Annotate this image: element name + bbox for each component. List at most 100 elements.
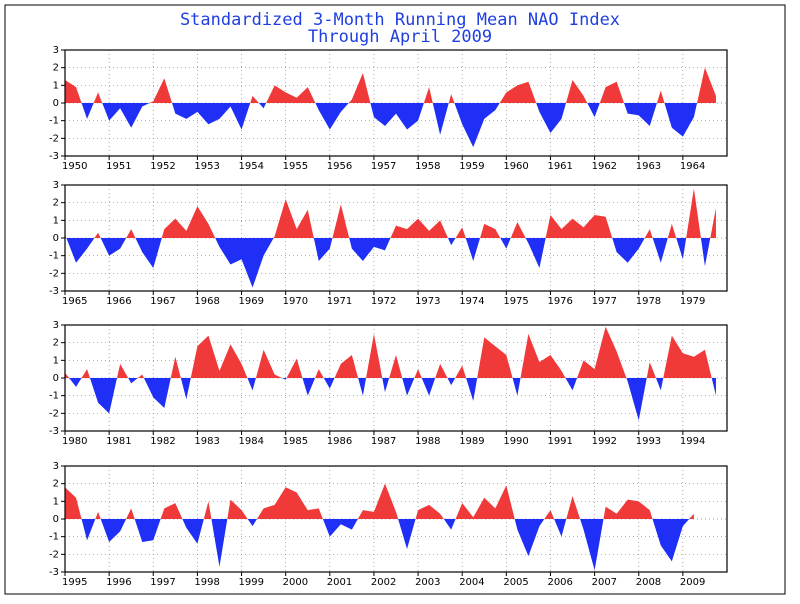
y-tick-label: 3 bbox=[53, 45, 59, 56]
x-tick-label: 1957 bbox=[371, 161, 396, 172]
positive-area bbox=[65, 483, 694, 519]
x-tick-label: 1974 bbox=[459, 296, 484, 307]
x-tick-label: 1991 bbox=[547, 436, 572, 447]
x-tick-label: 1981 bbox=[106, 436, 131, 447]
x-tick-label: 1950 bbox=[62, 161, 87, 172]
x-tick-label: 1996 bbox=[106, 577, 131, 588]
x-tick-label: 2001 bbox=[327, 577, 352, 588]
y-tick-label: -1 bbox=[49, 251, 59, 262]
y-tick-label: 3 bbox=[53, 461, 59, 472]
x-tick-label: 1958 bbox=[415, 161, 440, 172]
y-tick-label: 2 bbox=[53, 198, 59, 209]
plot-frame bbox=[64, 184, 728, 292]
x-tick-label: 1965 bbox=[62, 296, 87, 307]
y-tick-label: 3 bbox=[53, 320, 59, 331]
y-tick-label: -2 bbox=[49, 133, 59, 144]
y-tick-label: -1 bbox=[49, 391, 59, 402]
x-tick-label: 1987 bbox=[371, 436, 396, 447]
x-tick-label: 1989 bbox=[459, 436, 484, 447]
x-tick-label: 1954 bbox=[239, 161, 264, 172]
x-tick-label: 1990 bbox=[503, 436, 528, 447]
y-tick-label: 0 bbox=[53, 373, 59, 384]
y-tick-label: -1 bbox=[49, 532, 59, 543]
chart-title: Standardized 3-Month Running Mean NAO In… bbox=[180, 10, 620, 30]
x-tick-label: 1973 bbox=[415, 296, 440, 307]
negative-area bbox=[65, 519, 694, 571]
x-tick-label: 1993 bbox=[636, 436, 661, 447]
y-tick-label: 0 bbox=[53, 514, 59, 525]
negative-area bbox=[65, 238, 716, 288]
positive-area bbox=[65, 188, 716, 238]
x-tick-label: 1978 bbox=[636, 296, 661, 307]
negative-area bbox=[65, 103, 716, 148]
x-tick-label: 1966 bbox=[106, 296, 131, 307]
x-tick-label: 1952 bbox=[150, 161, 175, 172]
plot-frame bbox=[64, 465, 728, 573]
x-tick-label: 1960 bbox=[503, 161, 528, 172]
x-tick-label: 1956 bbox=[327, 161, 352, 172]
x-tick-label: 2008 bbox=[636, 577, 661, 588]
x-tick-label: 1971 bbox=[327, 296, 352, 307]
y-tick-label: 2 bbox=[53, 338, 59, 349]
x-tick-label: 1986 bbox=[327, 436, 352, 447]
y-tick-label: 1 bbox=[53, 496, 59, 507]
x-tick-label: 1999 bbox=[239, 577, 264, 588]
y-tick-label: 1 bbox=[53, 355, 59, 366]
x-tick-label: 1959 bbox=[459, 161, 484, 172]
x-tick-label: 1951 bbox=[106, 161, 131, 172]
x-tick-label: 1994 bbox=[680, 436, 705, 447]
y-tick-label: -2 bbox=[49, 268, 59, 279]
y-tick-label: -1 bbox=[49, 116, 59, 127]
x-tick-label: 1961 bbox=[547, 161, 572, 172]
x-tick-label: 2004 bbox=[459, 577, 484, 588]
x-tick-label: 2009 bbox=[680, 577, 705, 588]
x-tick-label: 1972 bbox=[371, 296, 396, 307]
plot-frame bbox=[64, 49, 728, 157]
x-tick-label: 1997 bbox=[150, 577, 175, 588]
y-tick-label: -2 bbox=[49, 408, 59, 419]
y-tick-label: 2 bbox=[53, 63, 59, 74]
x-tick-label: 2005 bbox=[503, 577, 528, 588]
y-tick-label: -3 bbox=[49, 426, 59, 437]
x-tick-label: 1980 bbox=[62, 436, 87, 447]
x-tick-label: 1995 bbox=[62, 577, 87, 588]
page-border bbox=[4, 4, 786, 595]
x-tick-label: 1979 bbox=[680, 296, 705, 307]
x-tick-label: 1975 bbox=[503, 296, 528, 307]
y-tick-label: 1 bbox=[53, 215, 59, 226]
positive-area bbox=[65, 326, 716, 378]
y-tick-label: -3 bbox=[49, 567, 59, 578]
x-tick-label: 1983 bbox=[194, 436, 219, 447]
x-tick-label: 1992 bbox=[592, 436, 617, 447]
x-tick-label: 1969 bbox=[239, 296, 264, 307]
x-tick-label: 1967 bbox=[150, 296, 175, 307]
x-tick-label: 1970 bbox=[283, 296, 308, 307]
x-tick-label: 2003 bbox=[415, 577, 440, 588]
x-tick-label: 1964 bbox=[680, 161, 705, 172]
y-tick-label: -3 bbox=[49, 286, 59, 297]
x-tick-label: 1977 bbox=[592, 296, 617, 307]
x-tick-label: 1968 bbox=[194, 296, 219, 307]
x-tick-label: 2002 bbox=[371, 577, 396, 588]
x-tick-label: 1988 bbox=[415, 436, 440, 447]
y-tick-label: 2 bbox=[53, 479, 59, 490]
x-tick-label: 1955 bbox=[283, 161, 308, 172]
x-tick-label: 1963 bbox=[636, 161, 661, 172]
y-tick-label: 3 bbox=[53, 180, 59, 191]
x-tick-label: 2007 bbox=[592, 577, 617, 588]
x-tick-label: 2000 bbox=[283, 577, 308, 588]
x-tick-label: 1998 bbox=[194, 577, 219, 588]
chart-subtitle: Through April 2009 bbox=[308, 27, 492, 47]
y-tick-label: -2 bbox=[49, 549, 59, 560]
x-tick-label: 1976 bbox=[547, 296, 572, 307]
y-tick-label: -3 bbox=[49, 151, 59, 162]
y-tick-label: 0 bbox=[53, 98, 59, 109]
y-tick-label: 0 bbox=[53, 233, 59, 244]
y-tick-label: 1 bbox=[53, 80, 59, 91]
x-tick-label: 1984 bbox=[239, 436, 264, 447]
plot-frame bbox=[64, 324, 728, 432]
x-tick-label: 1985 bbox=[283, 436, 308, 447]
x-tick-label: 1962 bbox=[592, 161, 617, 172]
